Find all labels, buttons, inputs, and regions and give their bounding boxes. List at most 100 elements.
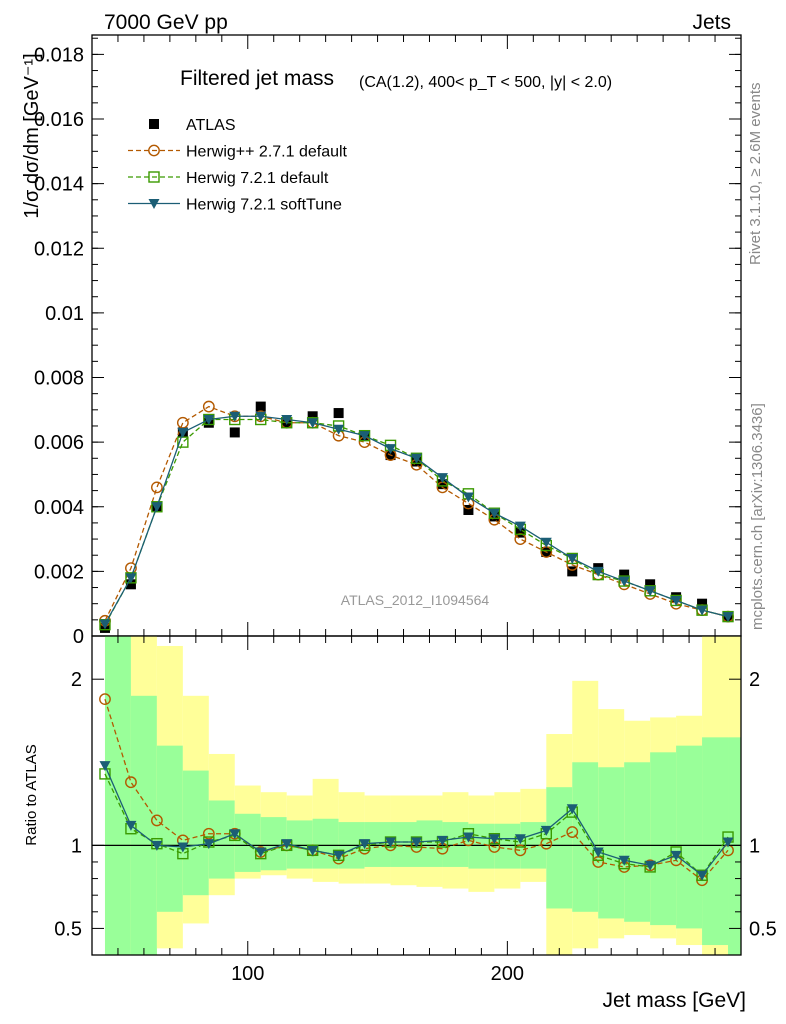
ratio-point <box>618 855 630 866</box>
legend-label: Herwig++ 2.7.1 default <box>186 144 348 161</box>
stat-uncertainty-band-bin <box>468 823 495 869</box>
legend-label: Herwig 7.2.1 softTune <box>186 197 342 214</box>
data-point <box>125 573 137 584</box>
analysis-watermark: ATLAS_2012_I1094564 <box>341 592 490 608</box>
data-point <box>255 411 267 422</box>
legend-marker <box>148 144 160 157</box>
ratio-y-tick-label: 2 <box>71 669 82 691</box>
ratio-point <box>229 829 241 840</box>
mcplots-label: mcplots.cern.ch [arXiv:1306.3436] <box>749 403 766 630</box>
legend-label: Herwig 7.2.1 default <box>186 170 329 187</box>
series-line <box>104 405 729 622</box>
plot-title: Filtered jet mass <box>180 67 334 90</box>
y-tick-label: 0.006 <box>34 432 84 454</box>
stat-uncertainty-band-bin <box>182 770 209 896</box>
y-tick-label: 0.012 <box>34 238 84 260</box>
ratio-point <box>644 860 656 871</box>
ratio-plot-marks <box>99 693 734 887</box>
y-tick-label: 0.01 <box>45 303 84 325</box>
data-point <box>436 473 448 484</box>
y-tick-label: 0.002 <box>34 561 84 583</box>
ratio-point <box>125 776 137 789</box>
ratio-point <box>411 837 422 848</box>
stat-uncertainty-band-bin <box>728 737 741 955</box>
data-point <box>462 492 474 503</box>
ratio-point <box>99 693 111 706</box>
ratio-point <box>99 761 111 772</box>
ratio-y-tick-label: 1 <box>71 835 82 857</box>
ratio-point <box>333 850 345 861</box>
ratio-point <box>150 814 163 827</box>
ratio-point <box>514 834 526 845</box>
plot-subtitle: (CA(1.2), 400< p_T < 500, |y| < 2.0) <box>359 74 612 91</box>
ratio-point <box>696 870 708 881</box>
legend-marker <box>148 199 160 209</box>
data-point <box>463 504 474 515</box>
stat-uncertainty-band-bin <box>676 745 703 929</box>
stat-uncertainty-band-bin <box>702 737 729 946</box>
data-point <box>618 576 630 587</box>
data-point <box>359 431 371 442</box>
data-point <box>385 444 397 455</box>
ratio-point <box>592 847 604 858</box>
x-tick-label: 200 <box>491 963 524 985</box>
legend-label: ATLAS <box>186 117 236 134</box>
stat-uncertainty-band-bin <box>260 817 287 871</box>
ratio-point <box>670 850 682 861</box>
ratio-point <box>540 825 552 836</box>
data-point <box>515 527 526 538</box>
y-tick-label: 0.008 <box>34 368 84 390</box>
data-point <box>203 415 215 426</box>
data-point <box>255 401 266 412</box>
data-point <box>176 416 189 429</box>
ratio-y-axis-label: Ratio to ATLAS <box>23 744 40 845</box>
ratio-y-tick-label: 0.5 <box>54 918 82 940</box>
y-tick-label: 0.016 <box>34 109 84 131</box>
x-tick-label: 100 <box>231 963 264 985</box>
legend-marker <box>148 171 160 183</box>
data-point <box>411 453 422 464</box>
main-plot-marks <box>99 400 734 633</box>
data-point <box>697 598 708 609</box>
ratio-point <box>125 820 137 831</box>
data-point <box>307 418 319 429</box>
data-point <box>177 427 189 438</box>
ratio-y-tick-label-right: 0.5 <box>749 918 777 940</box>
axes-frame <box>91 635 742 956</box>
data-point <box>619 569 630 580</box>
legend: ATLAS Herwig++ 2.7.1 default Herwig 7.2.1 … <box>128 117 348 214</box>
ratio-point <box>566 804 578 815</box>
ratio-uncertainty-bands <box>92 636 741 955</box>
ratio-point <box>281 839 293 850</box>
ratio-point <box>566 826 579 838</box>
ratio-point <box>436 835 448 846</box>
data-point <box>229 411 241 422</box>
ratio-point <box>722 837 734 848</box>
data-point <box>307 411 318 422</box>
data-point <box>99 619 111 630</box>
header-left-label: 7000 GeV pp <box>104 11 228 34</box>
legend-marker <box>149 119 159 129</box>
y-tick-label: 0.004 <box>34 497 84 519</box>
data-point <box>151 502 163 513</box>
ratio-axes: 0.5 0.5 1 1 2 2 100 200 <box>54 635 777 985</box>
data-point <box>229 427 240 438</box>
main-axes: 0 0.002 0.004 0.006 0.008 0.01 0.012 0.014 0.016… <box>34 34 742 648</box>
ratio-point <box>255 847 267 858</box>
data-point <box>514 521 526 532</box>
ratio-point <box>177 842 189 853</box>
y-tick-label: 0.014 <box>34 174 84 196</box>
ratio-point <box>359 839 371 850</box>
stat-uncertainty-band-bin <box>624 762 651 922</box>
data-point <box>488 508 500 519</box>
main-panel: 0 0.002 0.004 0.006 0.008 0.01 0.012 0.014 0.016… <box>21 34 742 648</box>
header-right-label: Jets <box>692 11 731 34</box>
main-y-axis-label: 1/σ dσ/dm [GeV⁻¹] <box>21 53 43 218</box>
ratio-y-tick-label-right: 2 <box>749 669 760 691</box>
ratio-point <box>462 832 474 843</box>
stat-uncertainty-band-bin <box>130 695 157 955</box>
data-point <box>696 605 708 616</box>
data-point <box>567 566 578 577</box>
ratio-point <box>151 840 163 851</box>
